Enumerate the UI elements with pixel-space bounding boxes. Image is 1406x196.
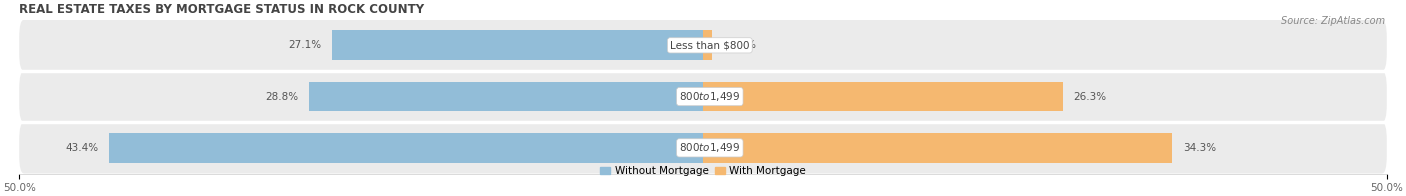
Legend: Without Mortgage, With Mortgage: Without Mortgage, With Mortgage (596, 162, 810, 181)
Bar (110, 133, 703, 163)
Text: Less than $800: Less than $800 (671, 40, 749, 50)
Text: $800 to $1,499: $800 to $1,499 (679, 90, 741, 103)
Text: Source: ZipAtlas.com: Source: ZipAtlas.com (1281, 16, 1385, 26)
Bar (703, 31, 711, 60)
Text: $800 to $1,499: $800 to $1,499 (679, 141, 741, 154)
Bar (332, 31, 703, 60)
Text: 43.4%: 43.4% (66, 143, 98, 153)
Bar (703, 82, 1063, 112)
FancyBboxPatch shape (20, 71, 1386, 122)
Text: 0.66%: 0.66% (723, 40, 756, 50)
Text: 28.8%: 28.8% (266, 92, 298, 102)
Text: 34.3%: 34.3% (1182, 143, 1216, 153)
Bar (703, 133, 1173, 163)
FancyBboxPatch shape (20, 122, 1386, 173)
Text: 27.1%: 27.1% (288, 40, 322, 50)
Text: 26.3%: 26.3% (1074, 92, 1107, 102)
Bar (309, 82, 703, 112)
Text: REAL ESTATE TAXES BY MORTGAGE STATUS IN ROCK COUNTY: REAL ESTATE TAXES BY MORTGAGE STATUS IN … (20, 3, 425, 16)
FancyBboxPatch shape (20, 20, 1386, 71)
